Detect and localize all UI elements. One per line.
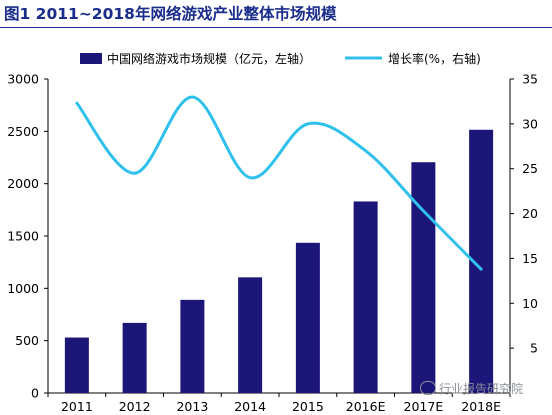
- watermark-text: 行业报告研究院: [439, 382, 524, 396]
- growth-rate-line: [75, 95, 483, 271]
- chart-title: 图1 2011~2018年网络游戏产业整体市场规模: [4, 5, 337, 23]
- bar: [295, 242, 320, 393]
- watermark: 行业报告研究院: [420, 380, 523, 397]
- x-axis-tick-label: 2012: [119, 399, 151, 414]
- bar: [122, 322, 147, 393]
- right-axis-tick-label: 35: [522, 72, 538, 87]
- bar: [411, 162, 436, 393]
- left-axis-tick-label: 1500: [7, 229, 39, 244]
- title-divider: [0, 27, 552, 28]
- legend-swatch-bar: [80, 53, 102, 64]
- x-axis-tick-label: 2013: [176, 399, 208, 414]
- bar: [64, 337, 89, 393]
- left-axis-tick-label: 3000: [7, 72, 39, 87]
- bar: [238, 277, 263, 393]
- x-axis-tick-label: 2015: [292, 399, 324, 414]
- left-axis-tick-label: 2500: [7, 124, 39, 139]
- right-axis-tick-label: 25: [522, 161, 538, 176]
- left-axis-tick-label: 0: [31, 386, 39, 401]
- left-axis-tick-label: 1000: [7, 281, 39, 296]
- left-axis-tick-label: 500: [15, 333, 39, 348]
- legend-label-bar: 中国网络游戏市场规模（亿元，左轴）: [107, 51, 311, 66]
- legend-label-line: 增长率(%，右轴): [388, 51, 481, 66]
- left-axis-tick-label: 2000: [7, 176, 39, 191]
- x-axis-tick-label: 2014: [234, 399, 266, 414]
- x-axis-tick-label: 2011: [61, 399, 93, 414]
- wechat-icon: [420, 381, 436, 395]
- x-axis-tick-label: 2016E: [346, 399, 386, 414]
- right-axis-tick-label: 10: [522, 296, 538, 311]
- x-axis-tick-label: 2017E: [404, 399, 444, 414]
- right-axis-tick-label: 20: [522, 206, 538, 221]
- right-axis-tick-label: 15: [522, 251, 538, 266]
- x-axis-tick-label: 2018E: [461, 399, 501, 414]
- bar: [180, 299, 205, 393]
- right-axis-tick-label: 30: [522, 116, 538, 131]
- bar: [353, 201, 378, 393]
- right-axis-tick-label: 5: [530, 341, 538, 356]
